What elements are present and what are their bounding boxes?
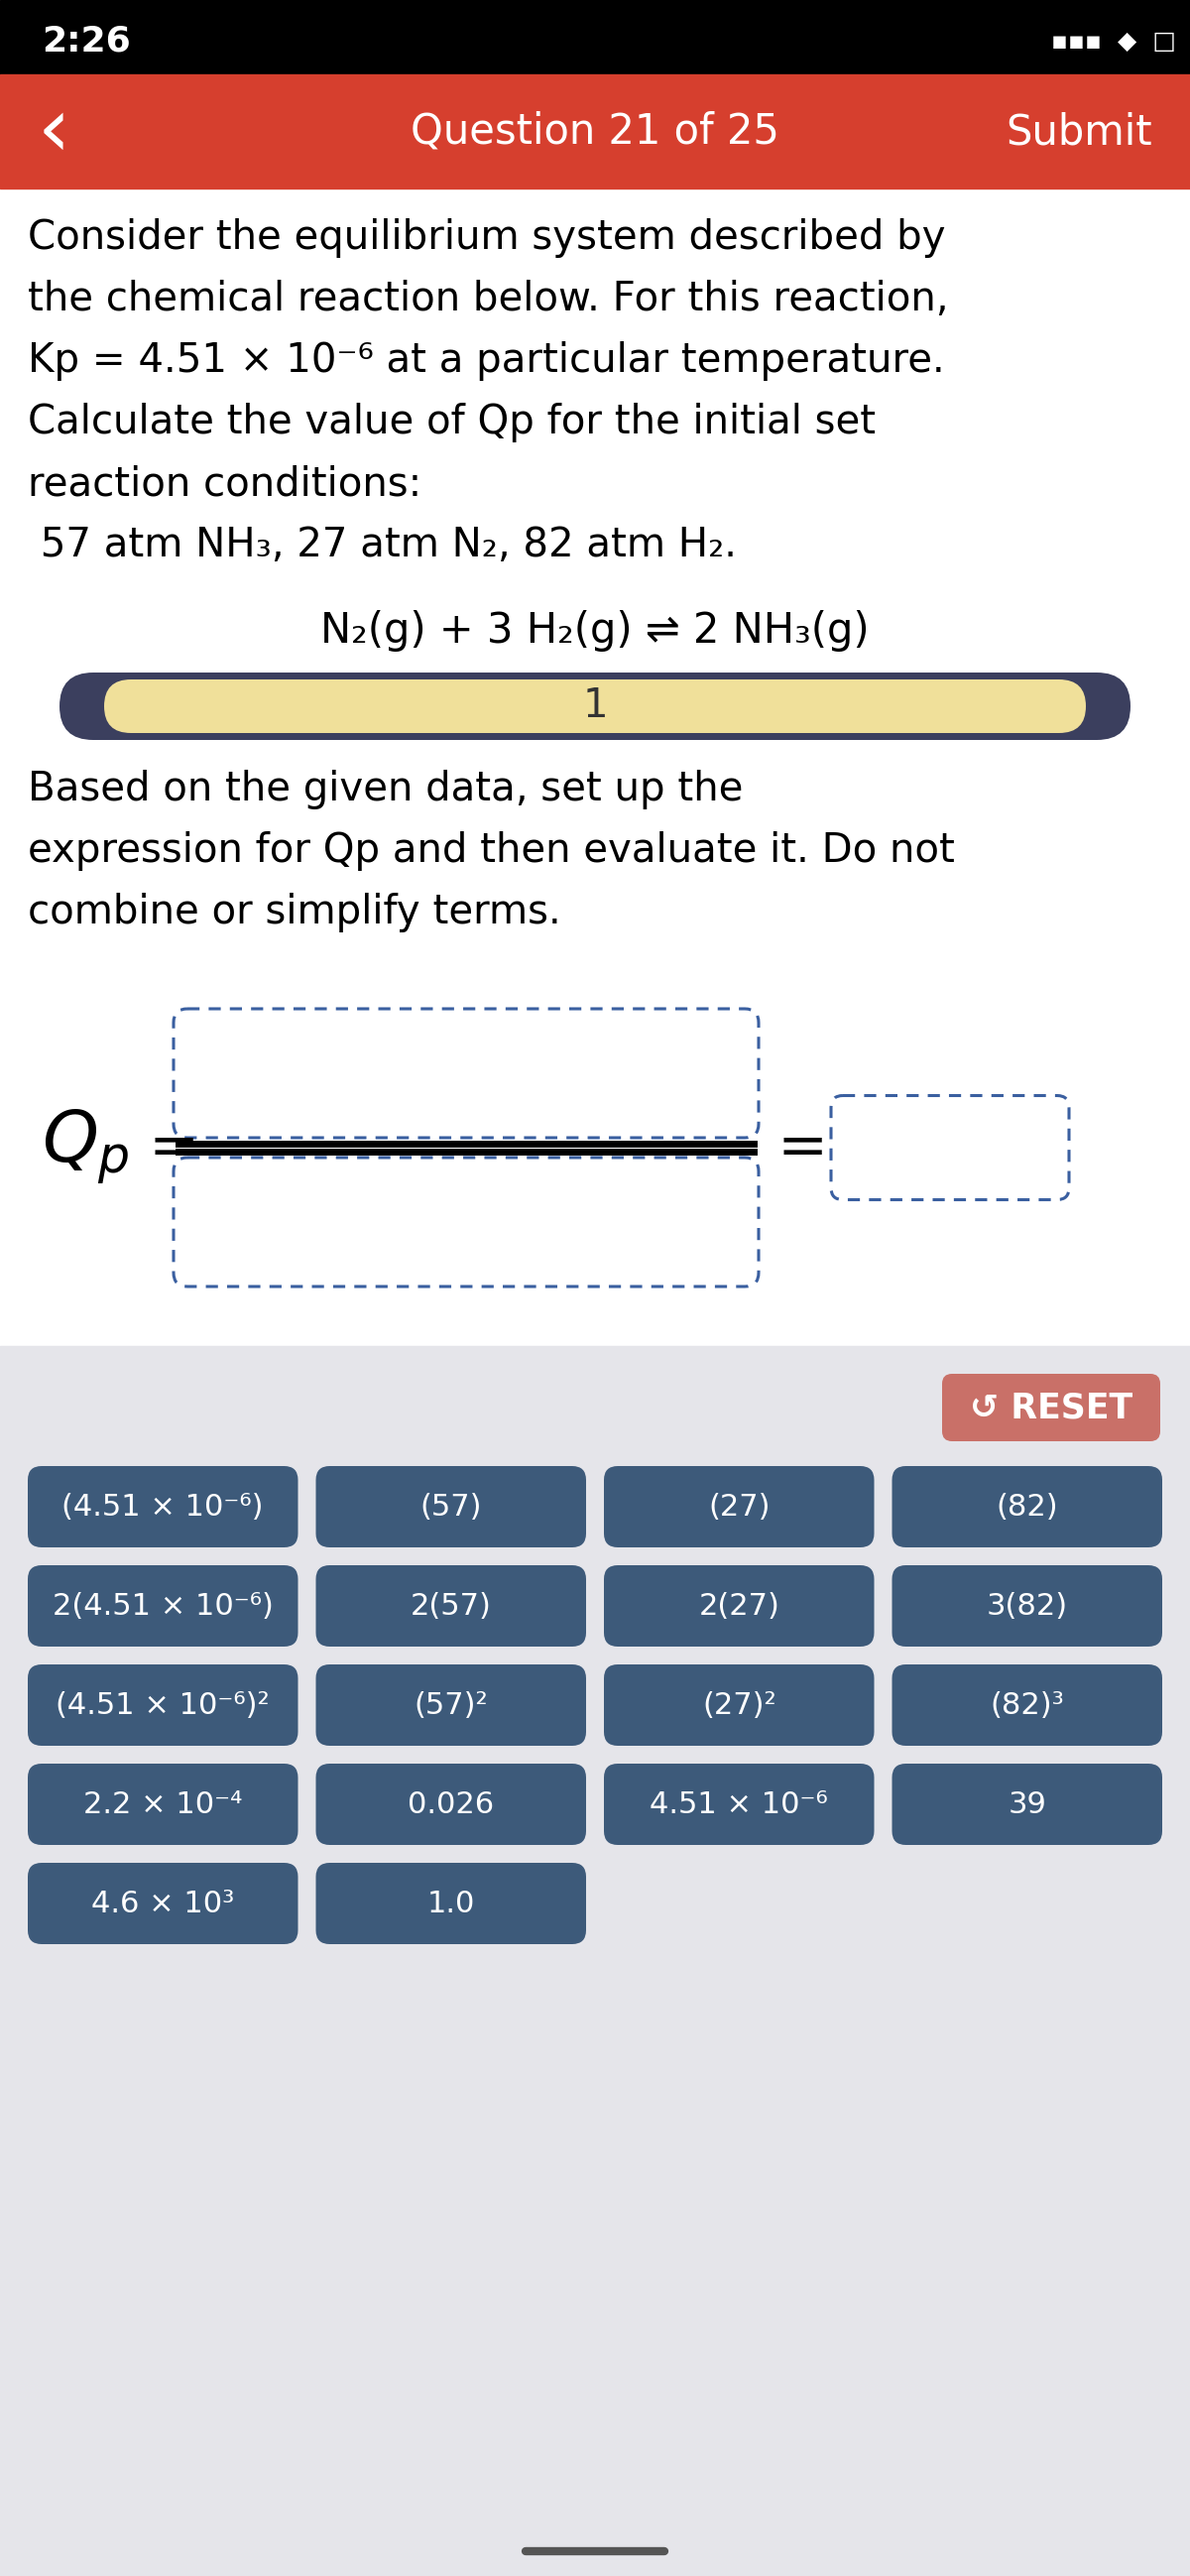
Text: (27)²: (27)² — [702, 1690, 776, 1721]
Text: 4.51 × 10⁻⁶: 4.51 × 10⁻⁶ — [650, 1790, 828, 1819]
Text: (27): (27) — [708, 1492, 770, 1520]
Text: ↺ RESET: ↺ RESET — [970, 1391, 1133, 1425]
FancyBboxPatch shape — [315, 1765, 587, 1844]
Bar — [0, 75, 1190, 188]
Text: 4.6 × 10³: 4.6 × 10³ — [92, 1888, 234, 1919]
Text: 1: 1 — [582, 685, 608, 726]
FancyBboxPatch shape — [315, 1862, 587, 1945]
Bar — [0, 0, 1190, 75]
FancyBboxPatch shape — [60, 672, 1130, 739]
Text: (4.51 × 10⁻⁶)²: (4.51 × 10⁻⁶)² — [56, 1690, 270, 1721]
Text: reaction conditions:: reaction conditions: — [27, 464, 421, 505]
Text: (82): (82) — [996, 1492, 1058, 1520]
Text: combine or simplify terms.: combine or simplify terms. — [27, 894, 560, 933]
Text: Submit: Submit — [1006, 111, 1152, 152]
Text: 39: 39 — [1008, 1790, 1046, 1819]
Text: 2(57): 2(57) — [411, 1592, 491, 1620]
FancyBboxPatch shape — [605, 1664, 875, 1747]
FancyBboxPatch shape — [605, 1765, 875, 1844]
Text: $Q_p$: $Q_p$ — [42, 1108, 130, 1188]
Text: 0.026: 0.026 — [408, 1790, 494, 1819]
Text: ▪▪▪  ◆  □: ▪▪▪ ◆ □ — [1051, 31, 1176, 54]
Text: 2.2 × 10⁻⁴: 2.2 × 10⁻⁴ — [83, 1790, 243, 1819]
FancyBboxPatch shape — [174, 1157, 759, 1285]
FancyBboxPatch shape — [174, 1010, 759, 1139]
FancyBboxPatch shape — [892, 1566, 1163, 1646]
Text: (57)²: (57)² — [414, 1690, 488, 1721]
FancyBboxPatch shape — [27, 1566, 298, 1646]
FancyBboxPatch shape — [605, 1566, 875, 1646]
FancyBboxPatch shape — [892, 1765, 1163, 1844]
FancyBboxPatch shape — [831, 1095, 1069, 1200]
FancyBboxPatch shape — [315, 1466, 587, 1548]
Text: (82)³: (82)³ — [990, 1690, 1064, 1721]
Text: 2(4.51 × 10⁻⁶): 2(4.51 × 10⁻⁶) — [52, 1592, 274, 1620]
FancyBboxPatch shape — [315, 1664, 587, 1747]
FancyBboxPatch shape — [892, 1466, 1163, 1548]
Bar — [0, 1347, 1190, 2576]
Text: ‹: ‹ — [38, 93, 70, 173]
Text: (57): (57) — [420, 1492, 482, 1520]
Text: 1.0: 1.0 — [427, 1888, 475, 1919]
Text: Consider the equilibrium system described by: Consider the equilibrium system describe… — [27, 219, 946, 258]
Text: expression for Qp and then evaluate it. Do not: expression for Qp and then evaluate it. … — [27, 832, 954, 871]
FancyBboxPatch shape — [27, 1664, 298, 1747]
FancyBboxPatch shape — [27, 1765, 298, 1844]
FancyBboxPatch shape — [892, 1664, 1163, 1747]
Text: 3(82): 3(82) — [987, 1592, 1067, 1620]
FancyBboxPatch shape — [27, 1466, 298, 1548]
Text: =: = — [149, 1118, 200, 1177]
Text: 2(27): 2(27) — [699, 1592, 779, 1620]
FancyBboxPatch shape — [105, 680, 1086, 734]
Text: N₂(g) + 3 H₂(g) ⇌ 2 NH₃(g): N₂(g) + 3 H₂(g) ⇌ 2 NH₃(g) — [320, 611, 870, 652]
FancyBboxPatch shape — [605, 1466, 875, 1548]
Text: the chemical reaction below. For this reaction,: the chemical reaction below. For this re… — [27, 281, 948, 319]
Text: =: = — [777, 1118, 827, 1177]
FancyBboxPatch shape — [315, 1566, 587, 1646]
Text: Kp = 4.51 × 10⁻⁶ at a particular temperature.: Kp = 4.51 × 10⁻⁶ at a particular tempera… — [27, 340, 945, 381]
Text: (4.51 × 10⁻⁶): (4.51 × 10⁻⁶) — [62, 1492, 264, 1520]
Text: Question 21 of 25: Question 21 of 25 — [411, 111, 779, 152]
FancyBboxPatch shape — [942, 1373, 1160, 1440]
Text: Based on the given data, set up the: Based on the given data, set up the — [27, 770, 743, 809]
FancyBboxPatch shape — [27, 1862, 298, 1945]
Text: 57 atm NH₃, 27 atm N₂, 82 atm H₂.: 57 atm NH₃, 27 atm N₂, 82 atm H₂. — [27, 526, 737, 564]
Text: 2:26: 2:26 — [42, 26, 131, 59]
Text: Calculate the value of Qp for the initial set: Calculate the value of Qp for the initia… — [27, 402, 876, 443]
